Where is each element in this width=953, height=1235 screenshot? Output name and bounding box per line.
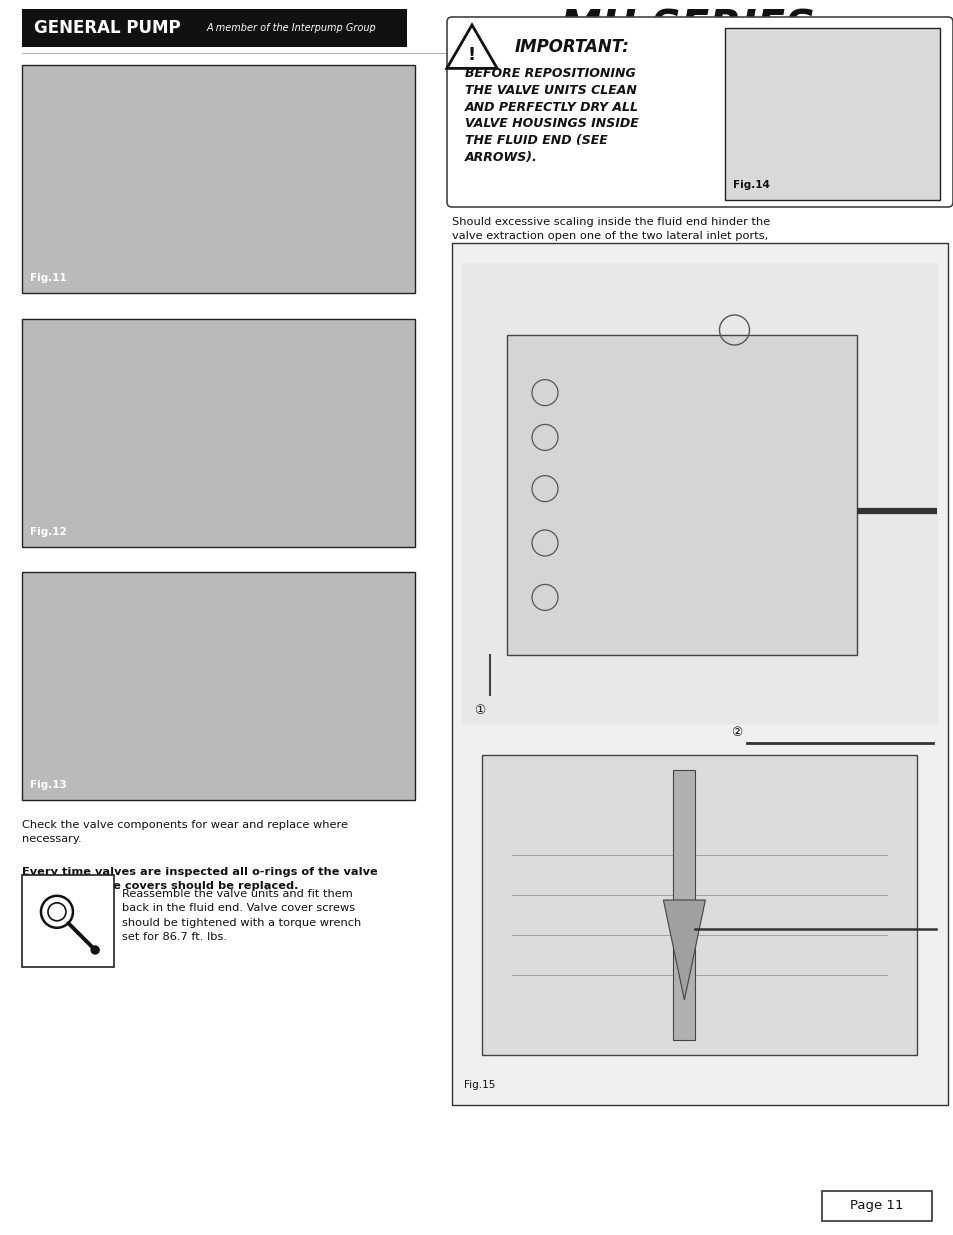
Text: Reassemble the valve units and fit them
back in the fluid end. Valve cover screw: Reassemble the valve units and fit them … [122, 889, 361, 942]
Text: GENERAL PUMP: GENERAL PUMP [34, 19, 180, 37]
Bar [22, 319, 415, 547]
Text: IMPORTANT:: IMPORTANT: [515, 38, 629, 56]
Text: Fig.12: Fig.12 [30, 527, 67, 537]
Text: Every time valves are inspected all o-rings of the valve
units and valve covers : Every time valves are inspected all o-ri… [22, 867, 377, 890]
Text: Check the valve components for wear and replace where
necessary.: Check the valve components for wear and … [22, 820, 348, 844]
Bar [22, 9, 407, 47]
Text: Fig.13: Fig.13 [30, 781, 67, 790]
Text: Should excessive scaling inside the fluid end hinder the
valve extraction open o: Should excessive scaling inside the flui… [452, 217, 773, 284]
Bar [821, 1191, 931, 1221]
Text: Fig.11: Fig.11 [30, 273, 67, 283]
Bar [506, 335, 856, 655]
Text: BEFORE REPOSITIONING
THE VALVE UNITS CLEAN
AND PERFECTLY DRY ALL
VALVE HOUSINGS : BEFORE REPOSITIONING THE VALVE UNITS CLE… [464, 67, 639, 164]
Text: Page 11: Page 11 [849, 1199, 902, 1213]
Bar [673, 769, 695, 1040]
Text: MH SERIES: MH SERIES [559, 7, 814, 49]
Bar [452, 243, 947, 1105]
FancyBboxPatch shape [447, 17, 952, 207]
Bar [481, 755, 916, 1055]
Bar [22, 65, 415, 293]
Text: Fig.15: Fig.15 [463, 1079, 495, 1091]
Polygon shape [662, 900, 704, 1000]
Bar [724, 28, 939, 200]
Text: !: ! [468, 46, 476, 64]
Text: ②: ② [731, 726, 741, 740]
Text: A member of the Interpump Group: A member of the Interpump Group [207, 23, 376, 33]
Bar [22, 572, 415, 800]
Circle shape [91, 946, 99, 953]
Text: Fig.14: Fig.14 [732, 180, 769, 190]
Bar [461, 263, 937, 725]
Bar [22, 876, 113, 967]
Text: ①: ① [474, 704, 485, 716]
